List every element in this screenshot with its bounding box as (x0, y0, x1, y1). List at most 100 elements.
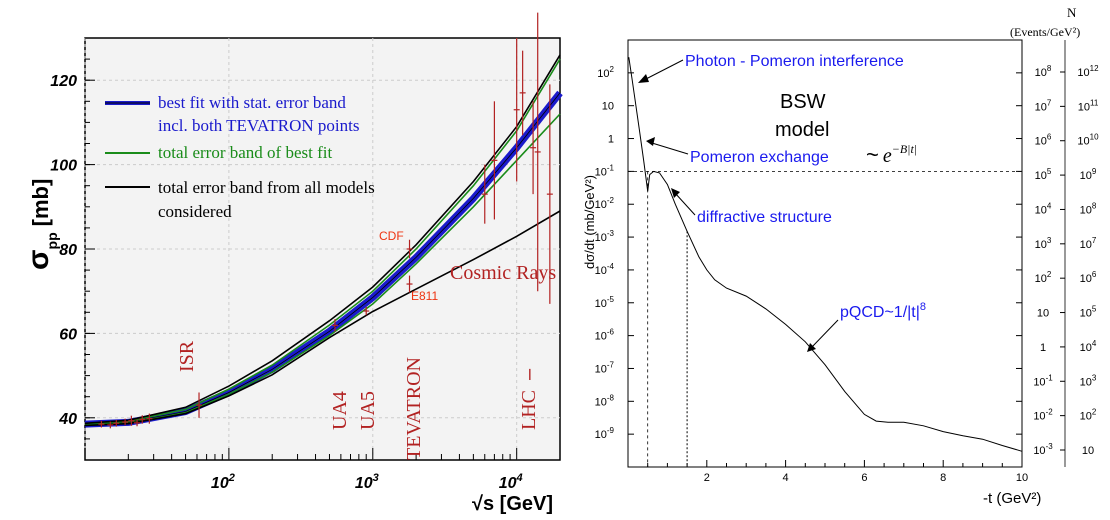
series-models-lower (84, 210, 561, 427)
right-xtick-label: 10 (1016, 472, 1028, 484)
left-xtick-label: 102 (211, 472, 235, 492)
arrow-photon (643, 59, 684, 81)
left-annotations: ISR UA4 UA5 TEVATRON LHC – CDF E811 Cosm… (176, 229, 556, 460)
left-legend: best fit with stat. error band incl. bot… (105, 93, 375, 221)
right-axis1-label: 108 (1035, 64, 1052, 79)
legend-text-fitband: total error band of best fit (158, 143, 332, 162)
annot-tevatron: TEVATRON (403, 357, 425, 460)
left-chart-panel: 40 60 80 100 120 102 103 104 σpp[mb] √s [GeV] b… (22, 12, 563, 515)
right-axis2-label: 104 (1080, 339, 1097, 354)
right-axis1-label: 10-1 (1033, 373, 1053, 388)
right-ylabel: dσ/dt (mb/GeV²) (582, 175, 597, 269)
right-axis1-label: 104 (1035, 201, 1052, 216)
right-axis2-label: 1012 (1077, 64, 1099, 79)
annot-lhc: LHC (518, 390, 540, 430)
arrow-pomeron-head (646, 137, 655, 146)
right-chart-panel: 2 4 6 8 10 102 10 1 10-1 10-2 10-3 10-4 10-5 10-6 10-7… (580, 0, 1110, 515)
right-ytick-label: 10 (602, 101, 614, 113)
right-ticks: 2 4 6 8 10 102 10 1 10-1 10-2 10-3 10-4 10-5 10-6 10-7… (595, 39, 1028, 484)
right-axis2-label: 106 (1080, 270, 1097, 285)
right-ytick-label: 10-9 (595, 426, 615, 441)
arrow-pomeron (651, 142, 689, 155)
annot-diffractive: diffractive structure (697, 209, 832, 226)
left-ytick-label: 60 (59, 326, 77, 343)
left-xlabel: √s [GeV] (472, 493, 553, 515)
annot-ua4: UA4 (329, 391, 351, 430)
series-bsw-curve (628, 57, 1023, 452)
right-ytick-label: 10-4 (595, 262, 615, 277)
right-ytick-label: 102 (597, 65, 614, 80)
right-ytick-label: 10-5 (595, 295, 615, 310)
legend-text-models-1: total error band from all models (158, 178, 375, 197)
right-xtick-label: 2 (704, 472, 710, 484)
right-axis1-label: 10-2 (1033, 408, 1053, 423)
events-label: (Events/GeV²) (1010, 25, 1080, 39)
annot-cdf: CDF (379, 229, 404, 243)
right-axis1-label: 10 (1037, 308, 1049, 320)
right-xlabel: -t (GeV²) (983, 490, 1041, 507)
right-ytick-label: 10-2 (595, 196, 615, 211)
left-bands (84, 54, 563, 428)
right-ytick-label: 10-3 (595, 229, 615, 244)
right-axis2-label: 103 (1080, 373, 1097, 388)
left-ytick-label: 80 (59, 242, 77, 259)
pomeron-formula: ~ e−B|t| (866, 142, 917, 167)
right-axis2-label: 10 (1082, 445, 1094, 457)
model-label-2: model (775, 119, 829, 141)
right-ytick-label: 10-6 (595, 328, 615, 343)
arrow-diffractive-head (671, 188, 680, 198)
right-axis1-label: 105 (1035, 167, 1052, 182)
right-axis2-label: 107 (1080, 236, 1097, 251)
annot-isr: ISR (176, 340, 198, 372)
right-axis2-label: 108 (1080, 201, 1097, 216)
left-ylabel: σpp[mb] (22, 179, 60, 270)
left-xtick-label: 104 (499, 472, 523, 492)
model-label-1: BSW (780, 91, 826, 113)
legend-text-bestfit-2: incl. both TEVATRON points (158, 116, 360, 135)
right-xtick-label: 4 (783, 472, 789, 484)
right-axis2-label: 109 (1080, 167, 1097, 182)
right-axis1-label: 10-3 (1033, 442, 1053, 457)
right-axis2-labels: 10 102 103 104 105 106 107 108 109 1010 1011 1012 (1077, 64, 1099, 457)
arrow-photon-head (638, 74, 649, 83)
right-axis2-label: 102 (1080, 408, 1097, 423)
annot-lhc-dash: – (518, 368, 540, 380)
right-ytick-label: 1 (608, 134, 614, 146)
left-ticks: 40 60 80 100 120 102 103 104 (50, 37, 561, 492)
annot-ua5: UA5 (357, 391, 379, 430)
left-ytick-label: 120 (50, 73, 77, 90)
right-axis1-label: 1 (1040, 342, 1046, 354)
left-ytick-label: 100 (50, 158, 77, 175)
left-chart-svg: 40 60 80 100 120 102 103 104 σpp[mb] √s [GeV] b… (22, 12, 563, 515)
right-axis1-label: 106 (1035, 133, 1052, 148)
right-axis1-labels: 10-3 10-2 10-1 1 10 102 103 104 105 106 107 108 (1033, 64, 1065, 457)
legend-text-bestfit-1: best fit with stat. error band (158, 93, 346, 112)
annot-cosmic: Cosmic Rays (450, 262, 556, 284)
left-data-points (98, 12, 553, 429)
right-xtick-label: 8 (940, 472, 946, 484)
n-label: N (1067, 5, 1077, 20)
right-ytick-label: 10-8 (595, 393, 615, 408)
legend-text-models-2: considered (158, 202, 232, 221)
right-axis2-label: 1010 (1077, 133, 1099, 148)
left-xtick-label: 103 (355, 472, 379, 492)
annot-pqcd: pQCD~1/|t|8 (840, 301, 926, 321)
right-ytick-label: 10-7 (595, 360, 615, 375)
series-bestfit-line (84, 92, 561, 425)
right-ytick-label: 10-1 (595, 163, 615, 178)
annot-pomeron: Pomeron exchange (690, 149, 829, 166)
annot-photon: Photon - Pomeron interference (685, 53, 904, 70)
arrow-pqcd-head (807, 343, 816, 352)
right-axis1-label: 107 (1035, 98, 1052, 113)
annot-e811: E811 (411, 289, 438, 303)
right-axis1-label: 102 (1035, 270, 1052, 285)
arrow-pqcd (810, 319, 839, 349)
right-axis1-label: 103 (1035, 236, 1052, 251)
series-models-upper (84, 54, 561, 425)
right-chart-svg: 2 4 6 8 10 102 10 1 10-1 10-2 10-3 10-4 10-5 10-6 10-7… (582, 5, 1099, 507)
arrow-diffractive (674, 192, 696, 216)
right-curve (628, 57, 1023, 467)
left-ytick-label: 40 (58, 411, 77, 428)
series-fitband-upper (84, 58, 561, 425)
right-axis2-label: 1011 (1078, 98, 1099, 113)
